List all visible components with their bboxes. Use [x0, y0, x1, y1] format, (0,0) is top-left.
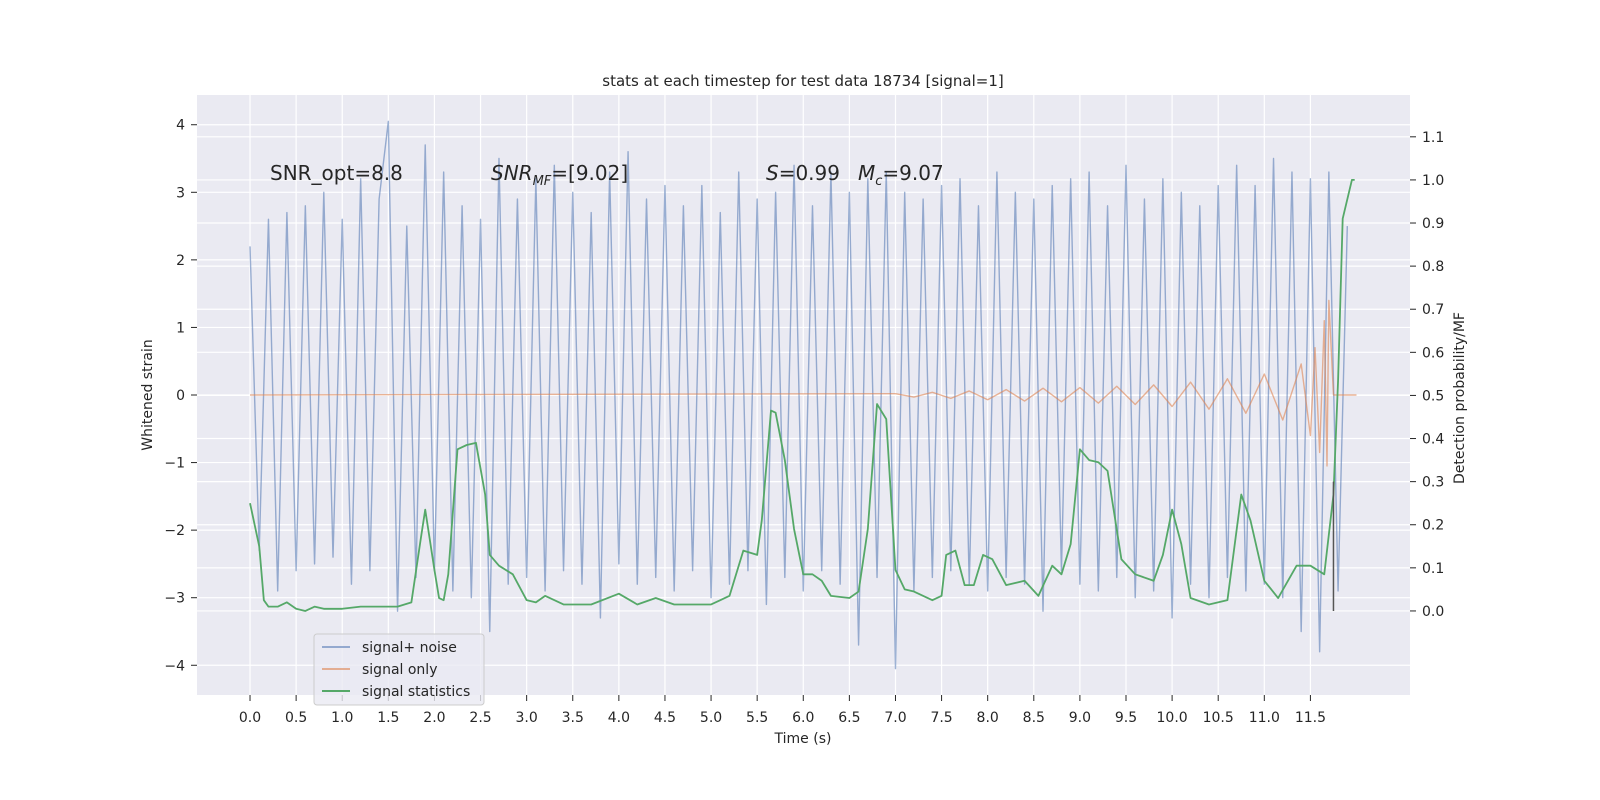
- y-tick-label: −3: [164, 591, 185, 607]
- y2-axis-label: Detection probability/MF: [1452, 312, 1468, 484]
- x-tick-label: 9.0: [1069, 710, 1091, 726]
- x-tick-label: 11.0: [1249, 710, 1280, 726]
- x-tick-label: 6.0: [792, 710, 814, 726]
- x-tick-label: 6.5: [838, 710, 860, 726]
- x-tick-label: 11.5: [1295, 710, 1326, 726]
- annotation-rest: =0.99: [779, 161, 840, 185]
- x-tick-label: 0.0: [239, 710, 261, 726]
- marks: [249, 120, 1357, 670]
- x-tick-label: 3.5: [562, 710, 584, 726]
- legend-label: signal+ noise: [362, 640, 457, 656]
- y-tick-label: 2: [176, 253, 185, 269]
- legend: signal+ noise signal only signal statistic…: [313, 633, 485, 706]
- legend-box: [313, 633, 485, 706]
- annotation-sub: MF: [533, 174, 552, 189]
- x-tick-label: 4.5: [654, 710, 676, 726]
- y-tick-label: −4: [164, 658, 185, 674]
- legend-label: signal statistics: [362, 684, 470, 700]
- y2-tick-label: 0.4: [1422, 432, 1444, 448]
- y2-tick-label: 1.1: [1422, 130, 1444, 146]
- y2-tick-label: 1.0: [1422, 173, 1444, 189]
- x-axis-label: Time (s): [774, 731, 832, 747]
- legend-label: signal only: [362, 662, 437, 678]
- y-tick-label: −2: [164, 523, 185, 539]
- y2-tick-label: 0.2: [1422, 518, 1444, 534]
- x-tick-label: 8.5: [1023, 710, 1045, 726]
- annotation: SNR_opt=8.8: [270, 161, 403, 185]
- annotation: S=0.99: [766, 161, 840, 185]
- y-tick-label: 3: [176, 185, 185, 201]
- y-tick-label: 1: [176, 320, 185, 336]
- x-tick-label: 1.5: [377, 710, 399, 726]
- annotation: SNRMF=[9.02]: [491, 161, 628, 189]
- series-line: [250, 299, 1357, 467]
- y2-tick-label: 0.5: [1422, 388, 1444, 404]
- y-tick-label: −1: [164, 456, 185, 472]
- annotation-base: S: [766, 161, 779, 185]
- y2-tick-label: 0.7: [1422, 302, 1444, 318]
- annotation-rest: =[9.02]: [551, 161, 628, 185]
- annotation-base: M: [858, 161, 875, 185]
- y2-tick-label: 0.0: [1422, 604, 1444, 620]
- x-tick-label: 7.5: [930, 710, 952, 726]
- y2-tick-label: 0.3: [1422, 475, 1444, 491]
- annotation-rest: =9.07: [882, 161, 943, 185]
- y2-tick-label: 0.1: [1422, 561, 1444, 577]
- annotation-base: SNR: [491, 161, 533, 185]
- axes: 0.0 0.5 1.0 1.5 2.0 2.5 3.0 3.5 4.0 4.5 5.0 5.5 6.0 6…: [164, 118, 1444, 726]
- x-tick-label: 8.0: [977, 710, 999, 726]
- x-tick-label: 4.0: [608, 710, 630, 726]
- x-tick-label: 3.0: [516, 710, 538, 726]
- series-line: [249, 179, 1355, 612]
- y2-tick-label: 0.9: [1422, 216, 1444, 232]
- x-tick-label: 5.0: [700, 710, 722, 726]
- x-tick-label: 0.5: [285, 710, 307, 726]
- x-tick-label: 10.5: [1203, 710, 1234, 726]
- x-tick-label: 1.0: [331, 710, 353, 726]
- annotation-sub: c: [875, 174, 882, 189]
- y-axis-label: Whitened strain: [140, 339, 156, 450]
- annotation: Mc=9.07: [858, 161, 944, 189]
- y2-tick-label: 0.6: [1422, 345, 1444, 361]
- chart-title: stats at each timestep for test data 187…: [602, 72, 1003, 90]
- annotations: SNR_opt=8.8 SNRMF=[9.02] S=0.99 Mc=9.07: [270, 161, 944, 189]
- y-tick-label: 4: [176, 118, 185, 134]
- x-tick-label: 10.0: [1157, 710, 1188, 726]
- x-tick-label: 7.0: [884, 710, 906, 726]
- y2-tick-label: 0.8: [1422, 259, 1444, 275]
- x-tick-label: 9.5: [1115, 710, 1137, 726]
- x-tick-label: 2.0: [423, 710, 445, 726]
- y-tick-label: 0: [176, 388, 185, 404]
- x-tick-label: 2.5: [469, 710, 491, 726]
- series-line: [249, 120, 1348, 670]
- x-tick-label: 5.5: [746, 710, 768, 726]
